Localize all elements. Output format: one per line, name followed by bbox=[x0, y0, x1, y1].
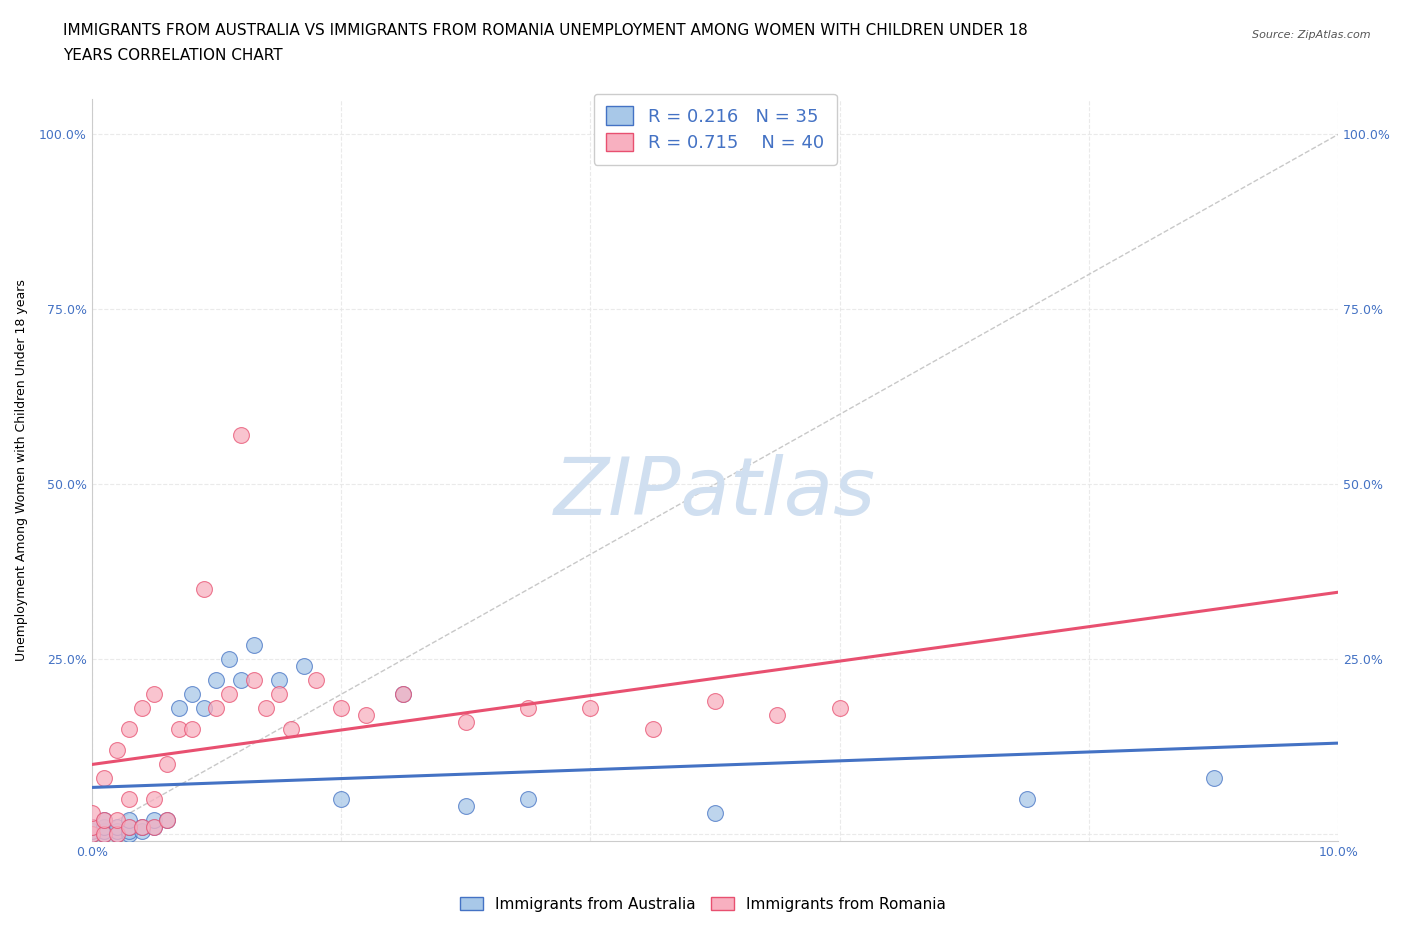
Point bbox=[143, 687, 166, 702]
Point bbox=[167, 722, 190, 737]
Point bbox=[80, 827, 103, 842]
Point bbox=[156, 813, 179, 828]
Point bbox=[105, 813, 128, 828]
Point bbox=[93, 813, 115, 828]
Point bbox=[392, 687, 415, 702]
Point bbox=[704, 806, 727, 821]
Point bbox=[1202, 771, 1225, 786]
Point bbox=[118, 823, 141, 838]
Point bbox=[180, 687, 202, 702]
Text: YEARS CORRELATION CHART: YEARS CORRELATION CHART bbox=[63, 48, 283, 63]
Point bbox=[118, 792, 141, 807]
Point bbox=[454, 799, 477, 814]
Point bbox=[105, 820, 128, 835]
Text: ZIPatlas: ZIPatlas bbox=[554, 454, 876, 532]
Point bbox=[93, 771, 115, 786]
Point bbox=[156, 813, 179, 828]
Point bbox=[828, 701, 851, 716]
Point bbox=[292, 658, 315, 673]
Point bbox=[280, 722, 302, 737]
Point bbox=[105, 827, 128, 842]
Point bbox=[93, 827, 115, 842]
Point bbox=[93, 820, 115, 835]
Point bbox=[231, 428, 253, 443]
Point bbox=[243, 673, 266, 688]
Point bbox=[156, 757, 179, 772]
Point bbox=[131, 823, 153, 838]
Point bbox=[167, 701, 190, 716]
Point bbox=[330, 792, 353, 807]
Point bbox=[118, 722, 141, 737]
Point bbox=[118, 820, 141, 835]
Point bbox=[1015, 792, 1038, 807]
Point bbox=[105, 743, 128, 758]
Point bbox=[517, 792, 540, 807]
Point bbox=[354, 708, 377, 723]
Point bbox=[80, 806, 103, 821]
Point bbox=[93, 813, 115, 828]
Point bbox=[579, 701, 602, 716]
Point bbox=[80, 827, 103, 842]
Legend: Immigrants from Australia, Immigrants from Romania: Immigrants from Australia, Immigrants fr… bbox=[454, 890, 952, 918]
Point bbox=[766, 708, 789, 723]
Text: Source: ZipAtlas.com: Source: ZipAtlas.com bbox=[1253, 30, 1371, 40]
Point bbox=[93, 827, 115, 842]
Point bbox=[131, 701, 153, 716]
Point bbox=[704, 694, 727, 709]
Point bbox=[254, 701, 277, 716]
Point bbox=[80, 820, 103, 835]
Point bbox=[105, 827, 128, 842]
Point bbox=[131, 820, 153, 835]
Point bbox=[180, 722, 202, 737]
Point bbox=[118, 820, 141, 835]
Point bbox=[93, 823, 115, 838]
Point bbox=[305, 673, 328, 688]
Point bbox=[243, 638, 266, 653]
Point bbox=[80, 820, 103, 835]
Point bbox=[143, 792, 166, 807]
Point bbox=[143, 813, 166, 828]
Point bbox=[267, 687, 290, 702]
Y-axis label: Unemployment Among Women with Children Under 18 years: Unemployment Among Women with Children U… bbox=[15, 279, 28, 661]
Point bbox=[131, 820, 153, 835]
Point bbox=[392, 687, 415, 702]
Point bbox=[205, 673, 228, 688]
Point bbox=[118, 813, 141, 828]
Point bbox=[218, 687, 240, 702]
Point bbox=[641, 722, 664, 737]
Point bbox=[218, 652, 240, 667]
Point bbox=[205, 701, 228, 716]
Point bbox=[118, 827, 141, 842]
Point bbox=[267, 673, 290, 688]
Point bbox=[193, 701, 215, 716]
Point bbox=[143, 820, 166, 835]
Point bbox=[330, 701, 353, 716]
Text: IMMIGRANTS FROM AUSTRALIA VS IMMIGRANTS FROM ROMANIA UNEMPLOYMENT AMONG WOMEN WI: IMMIGRANTS FROM AUSTRALIA VS IMMIGRANTS … bbox=[63, 23, 1028, 38]
Point bbox=[105, 823, 128, 838]
Legend: R = 0.216   N = 35, R = 0.715    N = 40: R = 0.216 N = 35, R = 0.715 N = 40 bbox=[593, 94, 837, 165]
Point bbox=[80, 823, 103, 838]
Point bbox=[517, 701, 540, 716]
Point bbox=[231, 673, 253, 688]
Point bbox=[143, 820, 166, 835]
Point bbox=[454, 715, 477, 730]
Point bbox=[193, 582, 215, 597]
